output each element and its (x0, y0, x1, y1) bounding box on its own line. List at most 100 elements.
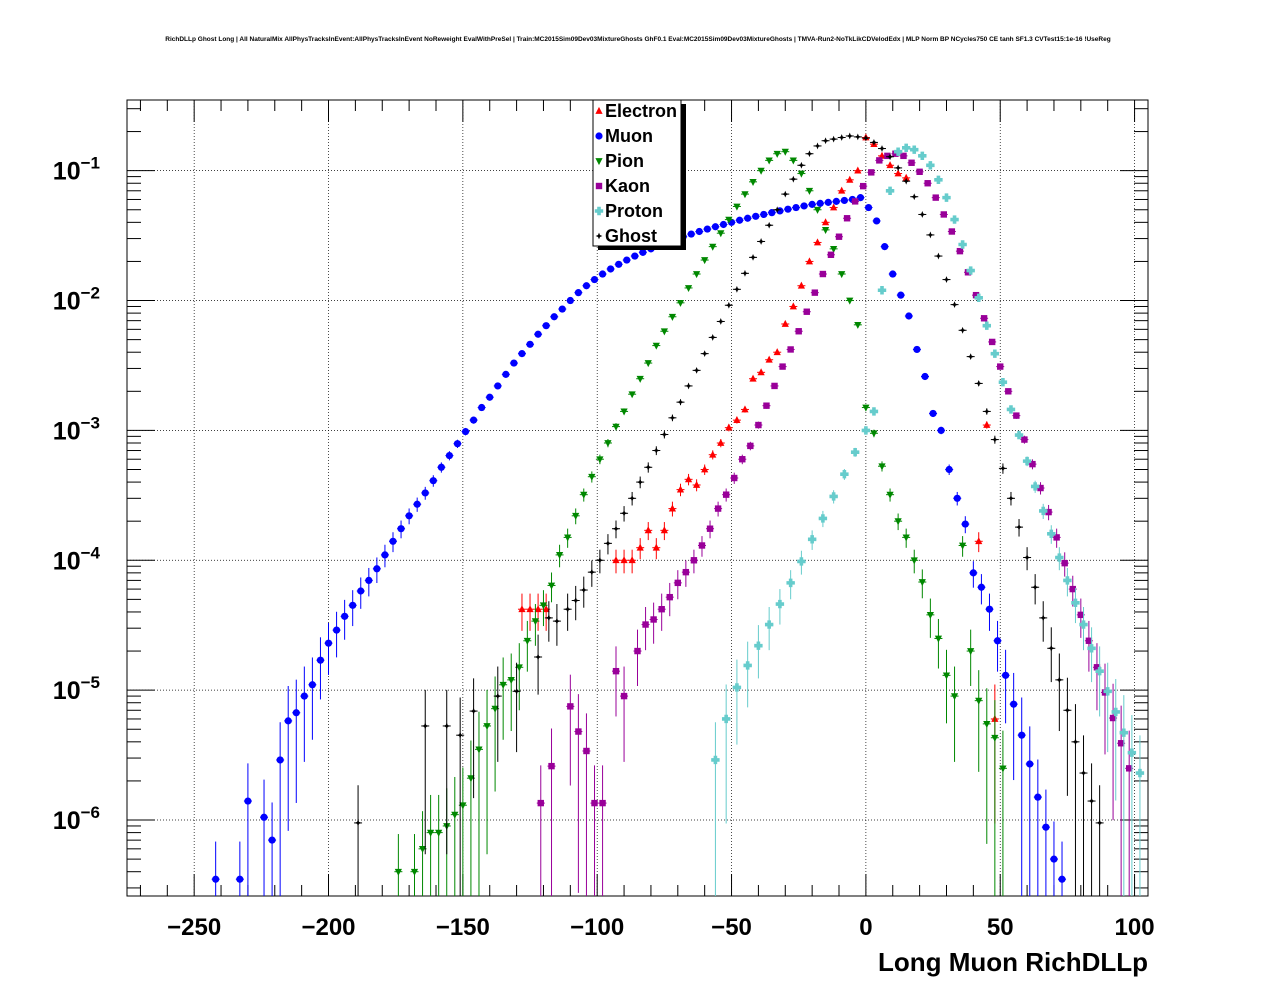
data-point (212, 875, 220, 883)
data-point (628, 494, 636, 502)
data-point (765, 355, 773, 363)
data-point (988, 338, 996, 346)
data-point (590, 275, 599, 284)
data-point (652, 342, 660, 350)
data-point (876, 157, 883, 164)
data-point (910, 193, 918, 201)
data-point (1055, 676, 1063, 684)
data-point (276, 756, 284, 764)
data-point (725, 216, 733, 224)
data-point (901, 143, 911, 152)
data-point (868, 169, 875, 176)
data-point (547, 582, 556, 590)
data-point (779, 363, 786, 370)
data-point (612, 667, 620, 675)
data-point (969, 569, 977, 577)
data-point (1042, 823, 1050, 831)
data-point (1045, 508, 1052, 516)
data-point (534, 653, 542, 661)
y-tick-label: 10−3 (53, 413, 100, 445)
data-point (693, 480, 701, 488)
data-point (846, 297, 854, 305)
legend-label-electron: Electron (605, 101, 677, 121)
data-point (701, 257, 709, 265)
y-tick-exponent: −6 (81, 803, 100, 822)
data-point (580, 586, 588, 594)
data-point (749, 374, 757, 382)
data-point (943, 276, 950, 283)
data-point (1034, 793, 1042, 801)
data-point (741, 405, 749, 413)
data-point (1135, 768, 1145, 778)
data-point (236, 875, 244, 883)
data-point (491, 705, 499, 713)
data-point (604, 539, 612, 547)
data-point (811, 289, 819, 296)
data-point (518, 350, 526, 358)
data-point (884, 152, 891, 160)
data-point (918, 579, 926, 587)
series-pion (394, 148, 1007, 896)
data-point (660, 526, 668, 534)
data-point (349, 601, 357, 609)
data-point (684, 475, 693, 483)
series-kaon (536, 150, 1134, 896)
data-point (784, 205, 792, 213)
data-point (332, 626, 341, 634)
data-point (526, 340, 534, 348)
data-point (760, 210, 768, 219)
data-point (693, 271, 701, 279)
data-point (620, 692, 628, 700)
data-point (765, 157, 773, 165)
data-point (701, 350, 709, 358)
data-point (1014, 430, 1024, 440)
y-tick-exponent: −4 (81, 543, 101, 562)
data-point (732, 683, 742, 692)
data-point (470, 416, 478, 424)
data-point (652, 447, 660, 454)
data-point (967, 648, 975, 656)
data-point (918, 151, 927, 161)
data-point (534, 330, 542, 338)
data-point (972, 291, 980, 299)
data-point (982, 321, 991, 330)
data-point (341, 612, 349, 620)
data-point (405, 512, 413, 520)
data-point (389, 537, 397, 545)
data-point (676, 485, 685, 493)
x-tick-label: 50 (987, 914, 1014, 941)
x-tick-label: −150 (436, 914, 490, 941)
data-point (550, 313, 558, 321)
data-point (749, 253, 757, 261)
data-point (893, 147, 903, 156)
axis-ticks: −250 −200 −150 −100 −50 0 50 10010−610−510−410−… (53, 100, 1155, 941)
data-point (435, 829, 443, 837)
data-point (929, 409, 937, 418)
data-point (951, 301, 958, 309)
data-point (894, 169, 902, 177)
data-point (596, 556, 604, 564)
data-point (456, 731, 464, 739)
data-point (709, 334, 717, 341)
y-tick-label: 10−5 (53, 673, 100, 705)
data-point (677, 398, 684, 406)
y-tick-base: 10 (53, 158, 81, 186)
data-point (598, 270, 607, 278)
x-tick-label: −50 (711, 914, 752, 941)
data-point (470, 707, 477, 715)
data-point (1087, 644, 1096, 653)
data-point (950, 693, 959, 701)
data-point (1088, 797, 1095, 805)
legend-box (592, 99, 682, 247)
data-point (564, 534, 572, 542)
data-point (615, 260, 623, 268)
data-point (719, 220, 728, 229)
data-point (861, 426, 871, 435)
legend-label-proton: Proton (605, 201, 663, 221)
data-point (926, 161, 935, 170)
data-point (910, 145, 919, 154)
data-point (765, 221, 773, 229)
data-point (918, 211, 926, 218)
data-point (1047, 644, 1055, 652)
y-tick-exponent: −1 (81, 154, 100, 173)
